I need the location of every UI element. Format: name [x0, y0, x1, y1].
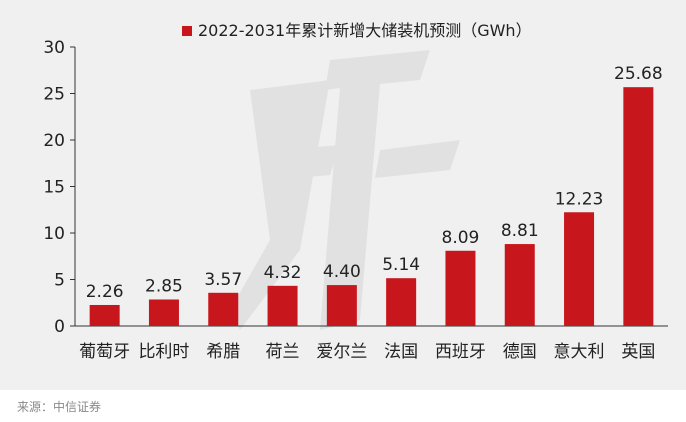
- bar-value-label: 8.09: [442, 228, 480, 248]
- x-tick-label: 葡萄牙: [79, 342, 130, 362]
- source-note: 来源：中信证券: [17, 400, 102, 414]
- bar: [208, 292, 239, 326]
- legend-label: 2022-2031年累计新增大储装机预测（GWh）: [198, 21, 532, 40]
- bar: [148, 299, 179, 326]
- y-tick-label: 0: [54, 317, 65, 337]
- bar: [564, 212, 595, 326]
- bar: [326, 285, 357, 326]
- bar: [623, 87, 654, 327]
- x-tick-label: 德国: [503, 342, 537, 362]
- x-tick-label: 法国: [384, 342, 418, 362]
- y-tick-label: 25: [43, 85, 65, 105]
- chart-axes: 0 5 10 15 20 25 30 葡萄牙 比利时 希腊 荷兰 爱尔兰 法国 西班牙 德国 意大利 英国: [43, 38, 668, 362]
- watermark: [230, 50, 460, 330]
- x-tick-label: 英国: [621, 342, 655, 362]
- chart-legend: 2022-2031年累计新增大储装机预测（GWh）: [182, 21, 532, 40]
- y-tick-label: 20: [43, 131, 65, 151]
- x-tick-label: 爱尔兰: [316, 342, 367, 362]
- x-tick-label: 意大利: [554, 342, 605, 362]
- bar-value-label: 2.85: [145, 276, 183, 296]
- bar-value-label: 4.40: [323, 262, 361, 282]
- bar: [89, 304, 120, 326]
- chart-bars: [89, 87, 654, 327]
- bar: [386, 278, 417, 326]
- y-tick-label: 15: [43, 178, 65, 198]
- legend-swatch: [182, 26, 192, 36]
- x-tick-label: 西班牙: [435, 342, 486, 362]
- x-tick-label: 希腊: [206, 342, 240, 362]
- bar-value-label: 8.81: [501, 221, 539, 241]
- bar: [504, 244, 535, 326]
- y-tick-label: 30: [43, 38, 65, 58]
- bar-value-label: 2.26: [86, 282, 124, 302]
- y-tick-label: 5: [54, 271, 65, 291]
- bar-value-label: 5.14: [382, 255, 420, 275]
- bar: [445, 250, 476, 326]
- bar-value-label: 12.23: [555, 189, 604, 209]
- y-tick-label: 10: [43, 224, 65, 244]
- x-tick-label: 荷兰: [266, 342, 300, 362]
- chart-value-labels: 2.26 2.85 3.57 4.32 4.40 5.14 8.09 8.81 12.23 25.…: [86, 64, 663, 302]
- bar-value-label: 25.68: [614, 64, 663, 84]
- bar-value-label: 3.57: [204, 270, 242, 290]
- x-tick-label: 比利时: [138, 342, 189, 362]
- bar: [267, 285, 298, 326]
- bar-value-label: 4.32: [264, 263, 302, 283]
